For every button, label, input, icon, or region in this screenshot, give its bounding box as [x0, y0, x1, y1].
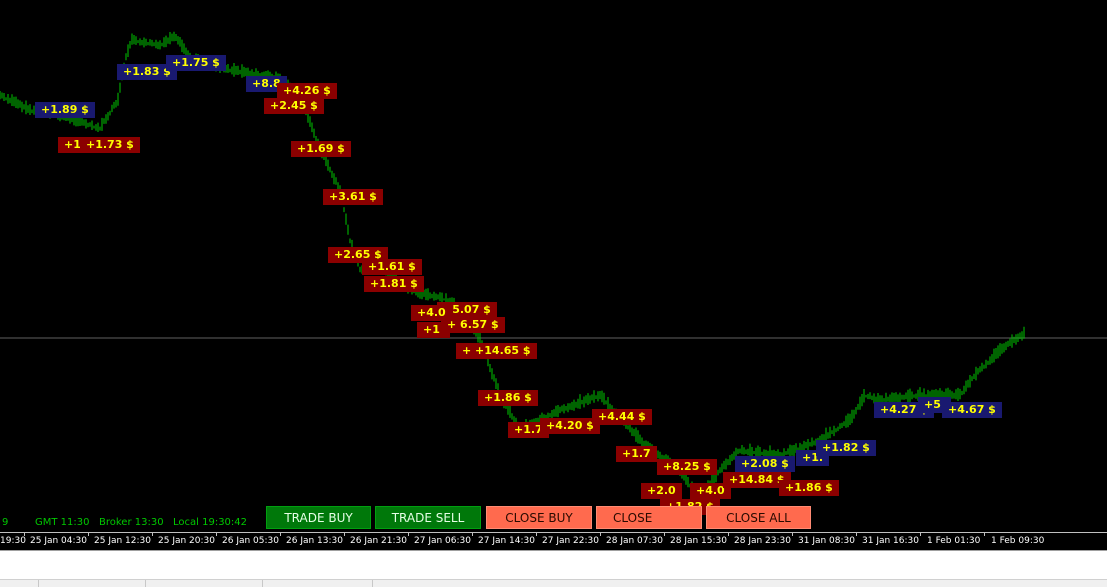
profit-label: +1.69 $	[291, 141, 351, 157]
price-chart[interactable]: +1.89 $ +1 +1.73 $ +1.83 $ +1.75 $ +8.8 …	[0, 0, 1107, 532]
trade-buy-button[interactable]: TRADE BUY	[266, 506, 371, 529]
terminal-bottom-panel	[0, 550, 1107, 587]
axis-tick	[792, 533, 793, 536]
profit-label: +1.83 $	[117, 64, 177, 80]
trade-sell-button[interactable]: TRADE SELL	[375, 506, 481, 529]
time-tick-label: 28 Jan 15:30	[670, 536, 727, 546]
time-tick-label: 19:30	[0, 536, 26, 546]
close-buy-button[interactable]: CLOSE BUY	[486, 506, 592, 529]
profit-label: +1	[58, 137, 87, 153]
time-tick-label: 26 Jan 05:30	[222, 536, 279, 546]
profit-label: +1.61 $	[362, 259, 422, 275]
time-tick-label: 31 Jan 16:30	[862, 536, 919, 546]
time-tick-label: 27 Jan 14:30	[478, 536, 535, 546]
profit-label: +5.07 $	[437, 302, 497, 318]
tab-divider	[372, 580, 373, 587]
axis-tick	[408, 533, 409, 536]
profit-label: +1.7	[616, 446, 657, 462]
axis-tick	[88, 533, 89, 536]
axis-tick	[344, 533, 345, 536]
info-fragment: 9	[2, 517, 9, 528]
axis-tick	[728, 533, 729, 536]
profit-label: +3.61 $	[323, 189, 383, 205]
profit-label: +8.8	[246, 76, 287, 92]
time-tick-label: 27 Jan 22:30	[542, 536, 599, 546]
close-sell-button[interactable]: CLOSE	[596, 506, 702, 529]
time-tick-label: 31 Jan 08:30	[798, 536, 855, 546]
axis-tick	[920, 533, 921, 536]
profit-label: +1.7	[508, 422, 549, 438]
profit-label: +4.26 $	[277, 83, 337, 99]
profit-label: + 6.57 $	[441, 317, 505, 333]
time-tick-label: 28 Jan 23:30	[734, 536, 791, 546]
axis-tick	[216, 533, 217, 536]
profit-label: +1.81 $	[364, 276, 424, 292]
axis-tick	[536, 533, 537, 536]
profit-label: +1.82 $	[816, 440, 876, 456]
time-tick-label: 26 Jan 21:30	[350, 536, 407, 546]
profit-label: +2.08 $	[735, 456, 795, 472]
local-time: Local 19:30:42	[173, 517, 248, 528]
tab-divider	[262, 580, 263, 587]
time-tick-label: 26 Jan 13:30	[286, 536, 343, 546]
chart-tabs-strip[interactable]	[0, 579, 1107, 587]
close-all-button[interactable]: CLOSE ALL	[706, 506, 811, 529]
profit-label: +1.86 $	[478, 390, 538, 406]
profit-label: +14.84 $	[723, 472, 791, 488]
broker-time: Broker 13:30	[99, 517, 164, 528]
time-tick-label: 1 Feb 01:30	[927, 536, 981, 546]
time-tick-label: 1 Feb 09:30	[991, 536, 1045, 546]
time-tick-label: 25 Jan 20:30	[158, 536, 215, 546]
time-tick-label: 25 Jan 04:30	[30, 536, 87, 546]
profit-label: +1.86 $	[779, 480, 839, 496]
profit-label: +2.0	[641, 483, 682, 499]
profit-label: +4.67 $	[942, 402, 1002, 418]
tab-divider	[38, 580, 39, 587]
axis-tick	[600, 533, 601, 536]
profit-label: +1.75 $	[166, 55, 226, 71]
axis-tick	[152, 533, 153, 536]
time-tick-label: 27 Jan 06:30	[414, 536, 471, 546]
profit-label: +1.73 $	[80, 137, 140, 153]
profit-label: +2.45 $	[264, 98, 324, 114]
profit-label: +4.44 $	[592, 409, 652, 425]
time-tick-label: 25 Jan 12:30	[94, 536, 151, 546]
time-tick-label: 28 Jan 07:30	[606, 536, 663, 546]
axis-tick	[472, 533, 473, 536]
axis-tick	[664, 533, 665, 536]
profit-label: +4.20 $	[540, 418, 600, 434]
gmt-time: GMT 11:30	[35, 517, 90, 528]
axis-tick	[24, 533, 25, 536]
profit-label: +1.89 $	[35, 102, 95, 118]
profit-label: +8.25 $	[657, 459, 717, 475]
tab-divider	[145, 580, 146, 587]
profit-label: + +14.65 $	[456, 343, 537, 359]
axis-tick	[984, 533, 985, 536]
time-axis: 19:30 25 Jan 04:30 25 Jan 12:30 25 Jan 2…	[0, 532, 1107, 550]
profit-label: +4.0	[690, 483, 731, 499]
axis-tick	[280, 533, 281, 536]
axis-tick	[856, 533, 857, 536]
